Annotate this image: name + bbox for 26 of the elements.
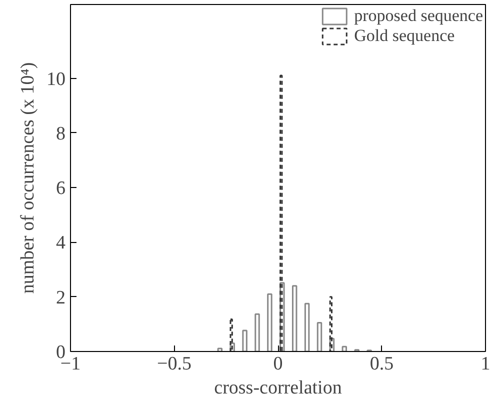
bar xyxy=(254,313,260,352)
bar xyxy=(316,322,322,352)
y-tick-label: 2 xyxy=(56,287,66,308)
x-tick-label: −0.5 xyxy=(157,354,192,374)
bar xyxy=(280,282,285,352)
bar xyxy=(217,348,223,352)
y-axis-title: number of occurrences (x 10⁴) xyxy=(18,62,38,294)
x-tick-label: 0 xyxy=(273,354,283,374)
x-axis-title: cross-correlation xyxy=(214,378,342,398)
bar xyxy=(242,330,248,352)
y-tick-label: 6 xyxy=(56,178,66,200)
y-tick-label: 4 xyxy=(56,232,66,254)
y-tick-label: 10 xyxy=(46,68,66,90)
bar xyxy=(329,338,335,352)
x-tick-label: 1 xyxy=(480,354,490,374)
x-tick-label: 0.5 xyxy=(370,354,394,374)
y-tick-label: 8 xyxy=(56,123,66,144)
bar xyxy=(267,293,272,352)
bar xyxy=(292,285,298,352)
legend-label: Gold sequence xyxy=(354,26,455,46)
bar xyxy=(230,318,233,352)
bar xyxy=(329,296,332,352)
bar xyxy=(304,302,310,352)
legend-label: proposed sequence xyxy=(354,6,483,26)
bar xyxy=(280,74,283,352)
bar xyxy=(342,346,348,352)
